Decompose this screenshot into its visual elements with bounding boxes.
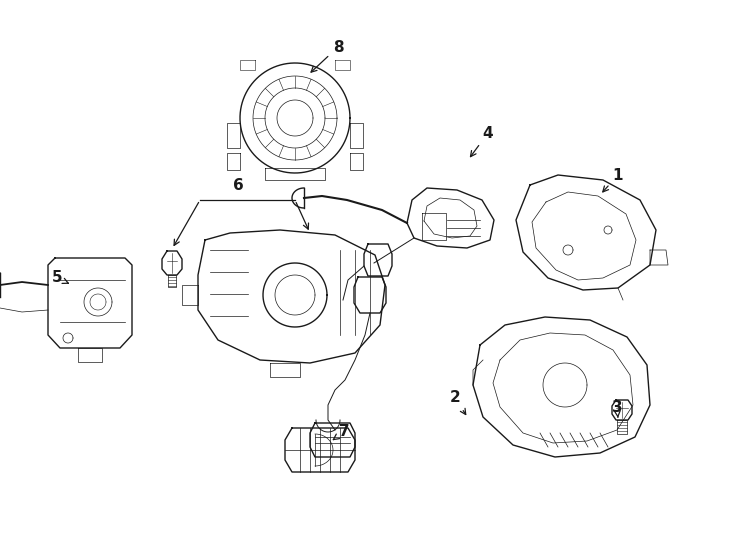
Text: 3: 3 [611,400,622,417]
Text: 1: 1 [603,167,623,192]
Text: 4: 4 [470,125,493,157]
Text: 7: 7 [333,424,349,440]
Text: 6: 6 [233,178,244,192]
Text: 5: 5 [51,271,68,286]
Text: 2: 2 [450,390,466,415]
Text: 8: 8 [311,39,344,72]
